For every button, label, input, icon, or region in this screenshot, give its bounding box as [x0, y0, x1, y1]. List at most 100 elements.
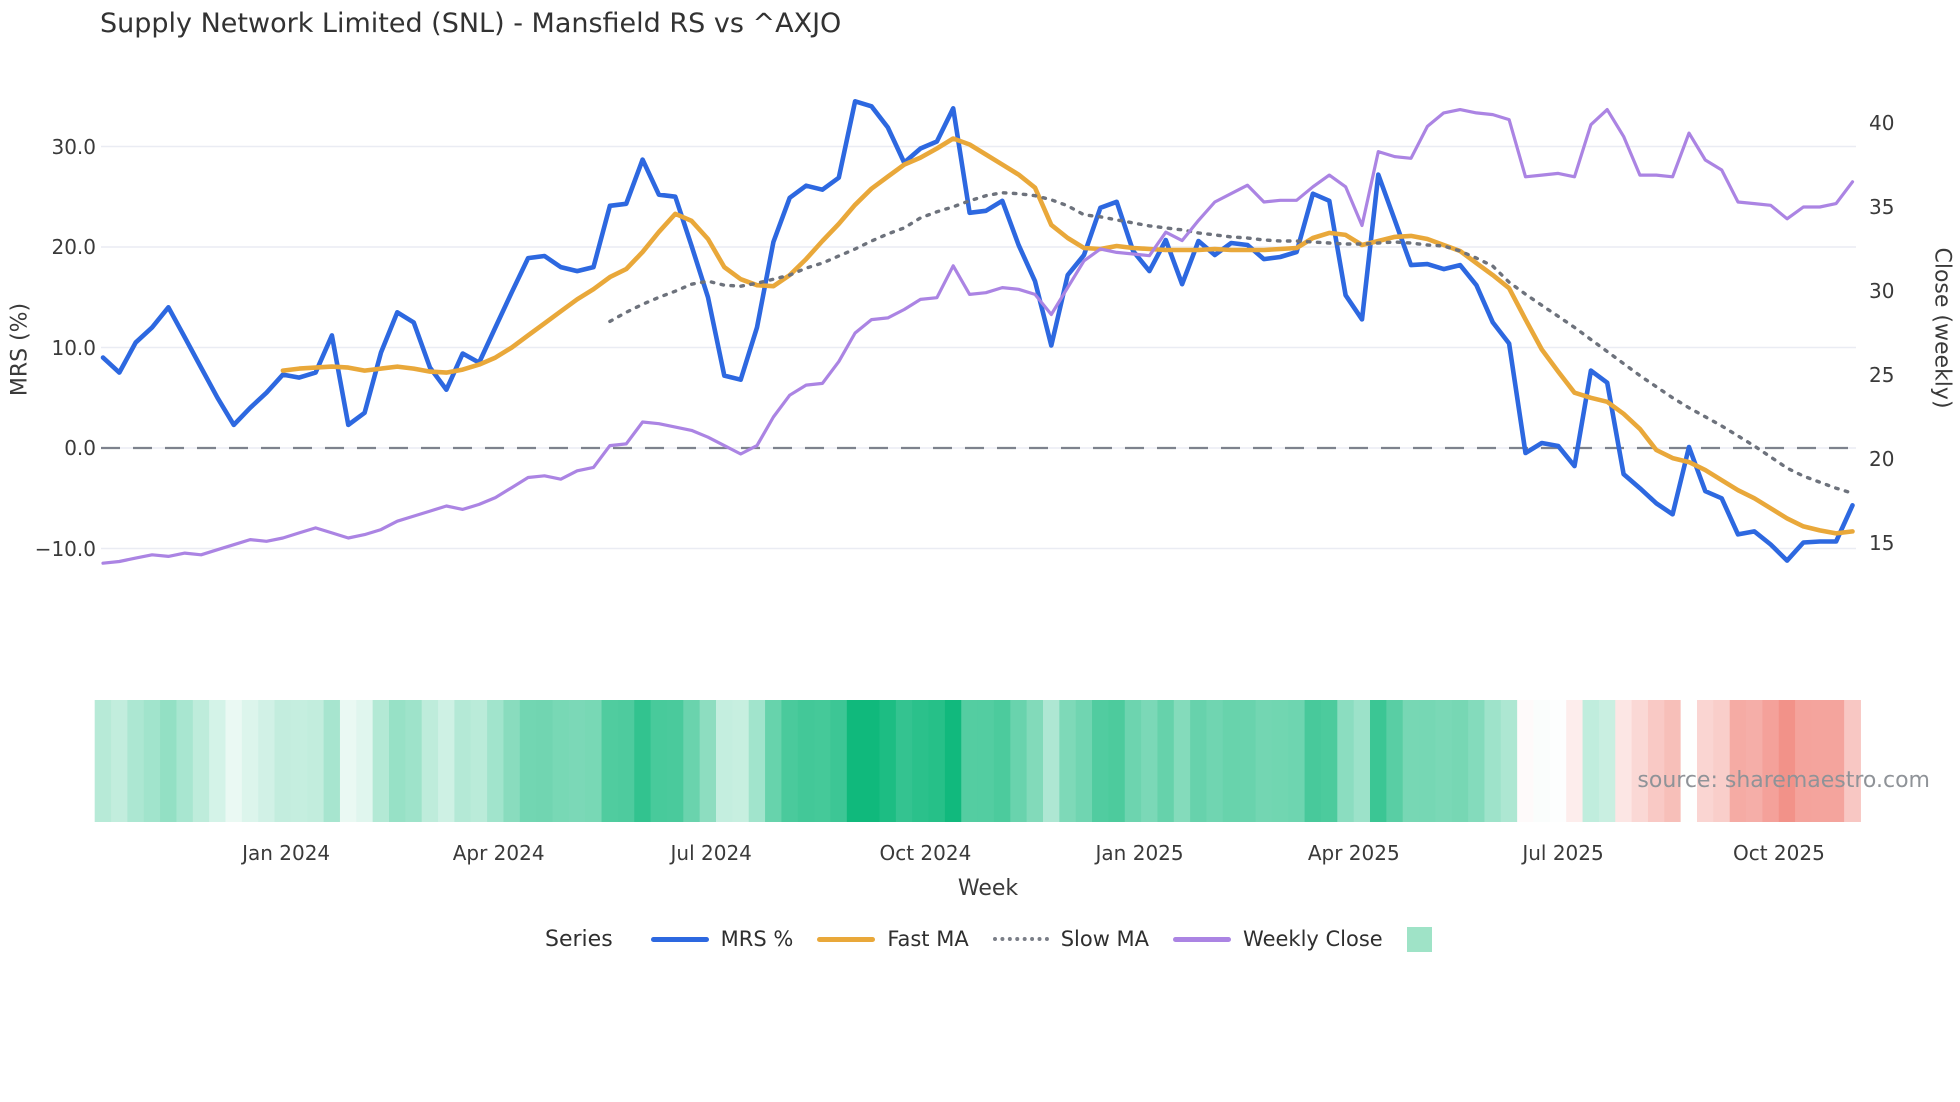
- right-axis-tick: 20: [1869, 447, 1895, 471]
- chart-title: Supply Network Limited (SNL) - Mansfield…: [100, 8, 842, 39]
- heatmap-cell: [1059, 700, 1077, 822]
- heatmap-cell: [160, 700, 177, 822]
- heatmap-cell: [1386, 700, 1404, 822]
- heatmap-cell: [617, 700, 635, 822]
- heatmap-cell: [1173, 700, 1191, 822]
- heatmap-cell: [944, 700, 962, 822]
- heatmap-cell: [1435, 700, 1453, 822]
- heatmap-cell: [1370, 700, 1387, 822]
- heatmap-cell: [1190, 700, 1207, 822]
- heatmap-cell: [1484, 700, 1502, 822]
- heatmap-cell: [863, 700, 880, 822]
- heatmap-cell: [1075, 700, 1093, 822]
- legend-item-label: MRS %: [720, 927, 794, 951]
- legend-item-label: Fast MA: [887, 927, 969, 951]
- heatmap-cell: [1206, 700, 1224, 822]
- heatmap-cell: [1549, 700, 1567, 822]
- heatmap-cell: [1288, 700, 1306, 822]
- heatmap-cell: [634, 700, 652, 822]
- heatmap-cell: [1697, 700, 1714, 822]
- legend-item-slow-ma: Slow MA: [992, 927, 1150, 951]
- x-axis-tick: Jul 2024: [670, 841, 752, 865]
- heatmap-cell: [421, 700, 439, 822]
- heatmap-cell: [912, 700, 929, 822]
- x-axis-tick: Apr 2024: [452, 841, 545, 865]
- heatmap-cell: [1517, 700, 1534, 822]
- heatmap-cell: [1010, 700, 1028, 822]
- right-axis-tick: 30: [1869, 279, 1895, 303]
- heatmap-cell: [879, 700, 897, 822]
- heatmap-cell: [1337, 700, 1355, 822]
- heatmap-cell: [94, 700, 112, 822]
- heatmap-cell: [290, 700, 308, 822]
- heatmap-cell: [1762, 700, 1780, 822]
- heatmap-cell: [814, 700, 831, 822]
- heatmap-cell: [1304, 700, 1322, 822]
- heatmap-cell: [1468, 700, 1485, 822]
- heatmap-cell: [1451, 700, 1469, 822]
- line-swatch-icon: [650, 936, 709, 942]
- heatmap-cell: [1124, 700, 1142, 822]
- x-axis-title: Week: [957, 876, 1019, 901]
- x-axis-tick: Oct 2025: [1732, 841, 1825, 865]
- heatmap-cell: [356, 700, 374, 822]
- heatmap-cell: [1239, 700, 1256, 822]
- legend-item-heatmap: [1406, 926, 1432, 952]
- heatmap-cell: [748, 700, 766, 822]
- legend-item-label: Slow MA: [1060, 927, 1150, 951]
- x-axis-tick: Jan 2024: [242, 841, 331, 865]
- x-axis-tick: Apr 2025: [1307, 841, 1400, 865]
- heatmap-cell: [1255, 700, 1273, 822]
- heatmap-cell: [1108, 700, 1126, 822]
- heatmap-cell: [1402, 700, 1420, 822]
- heatmap-cell: [1844, 700, 1861, 822]
- heatmap-cell: [765, 700, 782, 822]
- left-axis-tick: 30.0: [51, 134, 96, 159]
- heatmap-cell: [454, 700, 472, 822]
- heatmap-cell: [470, 700, 488, 822]
- heatmap-cell: [650, 700, 668, 822]
- heatmap-cell: [781, 700, 799, 822]
- right-axis-tick: 25: [1869, 363, 1895, 387]
- series-weekly-close: [101, 108, 1855, 565]
- heatmap-cell: [1141, 700, 1158, 822]
- heatmap-cell: [209, 700, 226, 822]
- heatmap-swatch-icon: [1406, 926, 1432, 952]
- heatmap-cell: [1271, 700, 1289, 822]
- heatmap-cell: [830, 700, 848, 822]
- legend-title: Series: [545, 926, 613, 952]
- heatmap-cell: [797, 700, 815, 822]
- source-note: source: sharemaestro.com: [1637, 768, 1930, 793]
- heatmap-cell: [683, 700, 701, 822]
- legend-item-weekly-close: Weekly Close: [1173, 927, 1383, 951]
- heatmap-cell: [1664, 700, 1682, 822]
- heatmap-cell: [127, 700, 145, 822]
- heatmap-cell: [601, 700, 619, 822]
- left-axis-tick: 10.0: [51, 335, 96, 360]
- heatmap-cell: [1157, 700, 1175, 822]
- line-swatch-icon: [1173, 936, 1232, 942]
- heatmap-cell: [192, 700, 210, 822]
- heatmap-cell: [176, 700, 194, 822]
- heatmap-cell: [585, 700, 602, 822]
- heatmap-cell: [405, 700, 423, 822]
- series-fast-ma: [280, 136, 1855, 536]
- heatmap-cell: [961, 700, 979, 822]
- heatmap-cell: [732, 700, 750, 822]
- heatmap-cell: [1222, 700, 1240, 822]
- heatmap-cell: [552, 700, 570, 822]
- right-axis-tick: 40: [1869, 111, 1895, 135]
- heatmap-cell: [568, 700, 586, 822]
- heatmap-cell: [503, 700, 521, 822]
- heatmap-cell: [977, 700, 995, 822]
- heatmap-cell: [225, 700, 243, 822]
- heatmap-cell: [1795, 700, 1812, 822]
- heatmap-cell: [143, 700, 161, 822]
- right-axis-title: Close (weekly): [1929, 247, 1955, 409]
- heatmap-cell: [1533, 700, 1551, 822]
- heatmap-cell: [1092, 700, 1109, 822]
- heatmap-cell: [1827, 700, 1845, 822]
- heatmap-cell: [339, 700, 357, 822]
- heatmap-cell: [1811, 700, 1829, 822]
